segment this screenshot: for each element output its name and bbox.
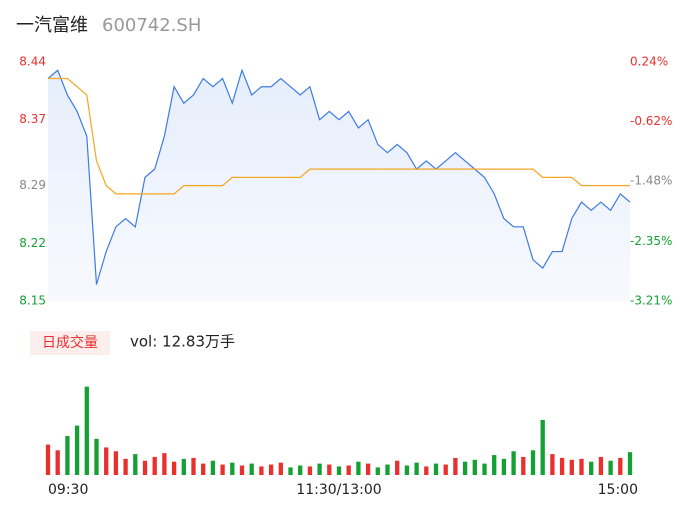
volume-bar (530, 450, 536, 475)
volume-bar (385, 464, 390, 475)
volume-bar (453, 457, 458, 475)
volume-bar (424, 466, 429, 475)
volume-bar (259, 466, 264, 475)
volume-bar (288, 467, 293, 475)
x-tick-label: 11:30/13:00 (296, 482, 381, 498)
volume-bar (482, 463, 487, 475)
y2-tick-label: -1.48% (630, 174, 672, 188)
volume-bar (239, 465, 245, 475)
volume-bar (201, 463, 206, 475)
volume-bar (589, 461, 594, 475)
x-tick-label: 09:30 (48, 482, 88, 498)
volume-bar (395, 460, 400, 475)
y2-tick-label: -0.62% (630, 114, 672, 128)
volume-bar (346, 465, 351, 475)
volume-bar (94, 438, 99, 475)
volume-bar (152, 456, 157, 475)
volume-bar (45, 444, 51, 475)
volume-bar (74, 425, 80, 475)
volume-bar (317, 463, 322, 475)
volume-bar (298, 465, 303, 475)
volume-bar (365, 463, 371, 475)
volume-tab[interactable] (30, 331, 110, 355)
volume-bar (210, 460, 216, 475)
volume-bar (521, 456, 526, 475)
price-area (48, 70, 630, 301)
volume-bar (627, 452, 633, 475)
volume-bar (598, 456, 604, 475)
volume-bar (492, 455, 497, 475)
volume-bar (569, 459, 574, 475)
volume-bar (65, 436, 70, 475)
volume-bar (375, 467, 380, 475)
stock-code: 600742.SH (102, 15, 201, 36)
volume-bar (511, 451, 516, 475)
stock-name: 一汽富维 (16, 15, 88, 36)
y2-tick-label: 0.24% (630, 55, 668, 69)
volume-bar (113, 451, 119, 475)
volume-bar (550, 454, 555, 475)
volume-bar (162, 453, 167, 475)
y-tick-label: 8.44 (19, 55, 46, 69)
volume-bar (268, 464, 274, 475)
price-line (48, 77, 630, 195)
volume-bar (278, 462, 283, 475)
volume-bar (579, 458, 584, 475)
volume-bar (220, 464, 225, 475)
x-tick-label: 15:00 (598, 482, 638, 498)
volume-bar (104, 447, 109, 475)
volume-bar (608, 460, 613, 475)
y-tick-label: 8.15 (19, 294, 46, 308)
volume-bar (433, 463, 439, 475)
y-tick-label: 8.29 (19, 178, 46, 192)
y-tick-label: 8.22 (19, 236, 46, 250)
volume-bar (181, 458, 186, 475)
volume-bar (462, 461, 468, 475)
volume-bar (55, 450, 60, 475)
volume-bar (84, 386, 89, 475)
volume-bar (501, 458, 507, 475)
volume-bar (249, 463, 254, 475)
volume-bar (191, 457, 196, 475)
volume-bar (327, 464, 332, 475)
y2-tick-label: -3.21% (630, 294, 672, 308)
volume-summary: vol: 12.83万手 (130, 333, 235, 351)
y-tick-label: 8.37 (19, 112, 46, 126)
volume-bar (540, 419, 545, 475)
volume-bar (443, 464, 448, 475)
volume-bar (356, 461, 361, 475)
volume-bar (307, 466, 313, 475)
volume-bar (123, 458, 128, 475)
volume-bar (472, 459, 477, 475)
volume-tab-label[interactable]: 日成交量 (42, 334, 98, 351)
y2-tick-label: -2.35% (630, 234, 672, 248)
volume-bar (133, 454, 138, 475)
volume-bar (404, 465, 410, 475)
volume-bar (142, 460, 148, 475)
volume-bar (336, 466, 342, 475)
volume-bar (559, 457, 565, 475)
volume-bar (171, 461, 177, 475)
volume-bar (618, 457, 623, 475)
volume-bar (414, 462, 419, 475)
volume-bar (230, 462, 235, 475)
price-line (47, 68, 631, 285)
